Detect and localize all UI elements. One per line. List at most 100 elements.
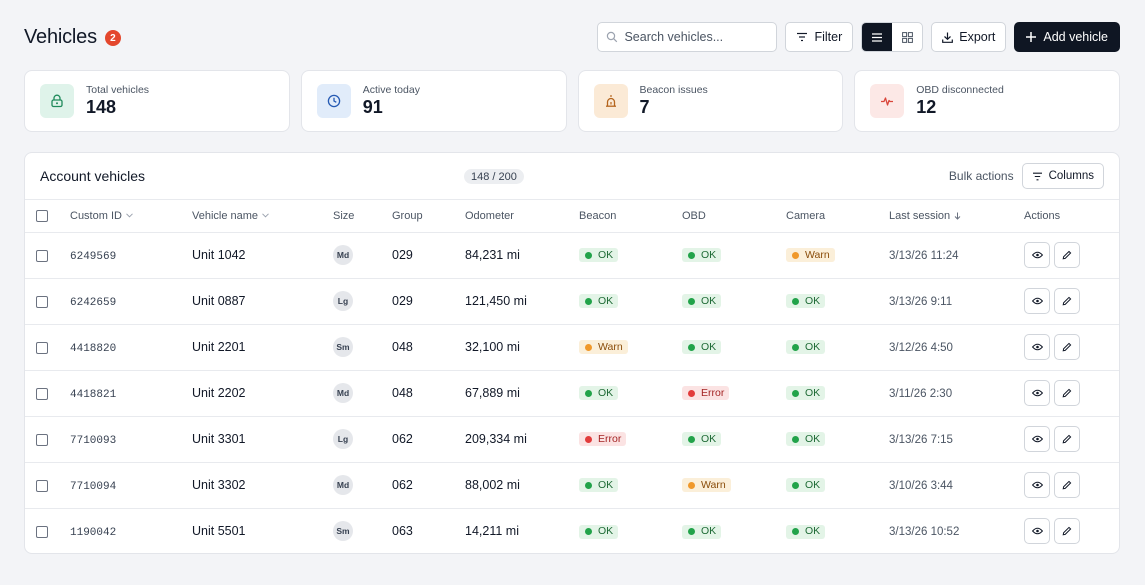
size-badge: Md [333, 383, 353, 403]
filter-button[interactable]: Filter [785, 22, 854, 52]
eye-icon [1031, 389, 1043, 397]
card-icon-bg [593, 84, 628, 118]
card-icon-bg [870, 84, 905, 118]
view-button[interactable] [1024, 334, 1050, 360]
pencil-icon [1062, 434, 1072, 444]
view-button[interactable] [1024, 288, 1050, 314]
custom-id: 4418820 [70, 342, 117, 355]
group-value: 048 [392, 386, 413, 400]
column-header-vehicle-name[interactable]: Vehicle name [192, 200, 333, 232]
search-input[interactable] [624, 30, 765, 44]
row-checkbox[interactable] [36, 295, 48, 308]
edit-button[interactable] [1054, 518, 1080, 545]
edit-button[interactable] [1054, 288, 1080, 314]
group-value: 048 [392, 340, 413, 354]
obd-status-badge: OK [682, 340, 722, 355]
size-badge: Lg [333, 429, 353, 449]
row-checkbox[interactable] [36, 525, 48, 538]
vehicle-name[interactable]: Unit 3302 [192, 478, 246, 492]
pencil-icon [1062, 526, 1072, 536]
row-checkbox[interactable] [36, 341, 48, 354]
column-header-camera: Camera [786, 209, 826, 222]
vehicle-name[interactable]: Unit 0887 [192, 294, 246, 308]
notification-badge: 2 [104, 30, 121, 46]
row-checkbox[interactable] [36, 387, 48, 400]
view-button[interactable] [1024, 472, 1050, 498]
edit-button[interactable] [1054, 242, 1080, 268]
select-all-checkbox[interactable] [36, 209, 48, 222]
view-button[interactable] [1024, 242, 1050, 268]
columns-button[interactable]: Columns [1021, 163, 1104, 189]
eye-icon [1031, 343, 1043, 351]
row-checkbox[interactable] [36, 249, 48, 262]
column-header-last-session[interactable]: Last session [889, 200, 1024, 232]
size-badge: Md [333, 475, 353, 495]
last-session-value: 3/12/26 4:50 [889, 342, 953, 354]
header-toolbar: Filter Export Add vehicle [597, 22, 1120, 52]
custom-id: 7710094 [70, 480, 117, 493]
view-button[interactable] [1024, 380, 1050, 406]
table-row: 6242659 Unit 0887 Lg 029 121,450 mi OK O… [25, 278, 1119, 324]
table-row: 4418821 Unit 2202 Md 048 67,889 mi OK Er… [25, 370, 1119, 416]
camera-status-badge: OK [786, 340, 826, 355]
add-vehicle-button[interactable]: Add vehicle [1014, 22, 1120, 52]
grid-icon [901, 31, 913, 43]
beacon-status-badge: OK [579, 294, 619, 309]
vehicle-name[interactable]: Unit 2201 [192, 340, 246, 354]
stat-label: OBD disconnected [916, 84, 1004, 96]
stat-value: 148 [86, 97, 117, 117]
vehicle-name[interactable]: Unit 3301 [192, 432, 246, 446]
export-button[interactable]: Export [931, 22, 1007, 52]
add-vehicle-label: Add vehicle [1043, 30, 1108, 44]
vehicle-name[interactable]: Unit 1042 [192, 248, 246, 262]
bulk-actions-link[interactable]: Bulk actions [948, 169, 1014, 183]
eye-icon [1031, 435, 1043, 443]
chevron-down-icon [262, 213, 269, 218]
edit-button[interactable] [1054, 426, 1080, 452]
beacon-status-badge: OK [579, 248, 619, 263]
odometer-value: 67,889 mi [465, 386, 520, 400]
search-box[interactable] [597, 22, 778, 52]
vehicles-panel: Account vehicles 148 / 200 Bulk actions … [24, 152, 1120, 554]
beacon-status-badge: OK [579, 524, 619, 539]
view-toggle [861, 22, 924, 52]
column-header-odometer: Odometer [465, 209, 514, 222]
edit-button[interactable] [1054, 334, 1080, 360]
view-button[interactable] [1024, 426, 1050, 452]
eye-icon [1031, 251, 1043, 259]
row-checkbox[interactable] [36, 433, 48, 446]
size-badge: Sm [333, 337, 353, 357]
list-icon [872, 32, 883, 42]
obd-status-badge: OK [682, 432, 722, 447]
odometer-value: 209,334 mi [465, 432, 527, 446]
arrow-down-icon [954, 212, 961, 220]
view-button[interactable] [1024, 518, 1050, 545]
vehicle-name[interactable]: Unit 5501 [192, 524, 246, 539]
camera-status-badge: OK [786, 294, 826, 309]
vehicle-name[interactable]: Unit 2202 [192, 386, 246, 400]
odometer-value: 32,100 mi [465, 340, 520, 354]
column-header-custom-id[interactable]: Custom ID [70, 200, 192, 232]
clock-icon [327, 94, 340, 108]
custom-id: 1190042 [70, 526, 117, 539]
grid-view-button[interactable] [892, 23, 922, 51]
stat-cards: Total vehicles 148 Active today 91 Beaco… [24, 70, 1120, 132]
car-lock-icon [51, 94, 63, 108]
download-icon [942, 32, 954, 43]
eye-icon [1031, 297, 1043, 305]
export-label: Export [959, 30, 996, 44]
obd-status-badge: OK [682, 294, 722, 309]
pencil-icon [1062, 342, 1072, 352]
table-header-row: Custom ID Vehicle name Size Group Odomet… [25, 200, 1119, 232]
stat-value: 12 [916, 97, 937, 117]
list-view-button[interactable] [862, 23, 893, 51]
column-header-group: Group [392, 209, 423, 222]
group-value: 029 [392, 294, 413, 308]
row-checkbox[interactable] [36, 479, 48, 492]
last-session-value: 3/13/26 9:11 [889, 296, 953, 308]
edit-button[interactable] [1054, 472, 1080, 498]
custom-id: 6249569 [70, 250, 117, 263]
plus-icon [1026, 32, 1037, 42]
last-session-value: 3/10/26 3:44 [889, 480, 953, 492]
edit-button[interactable] [1054, 380, 1080, 406]
